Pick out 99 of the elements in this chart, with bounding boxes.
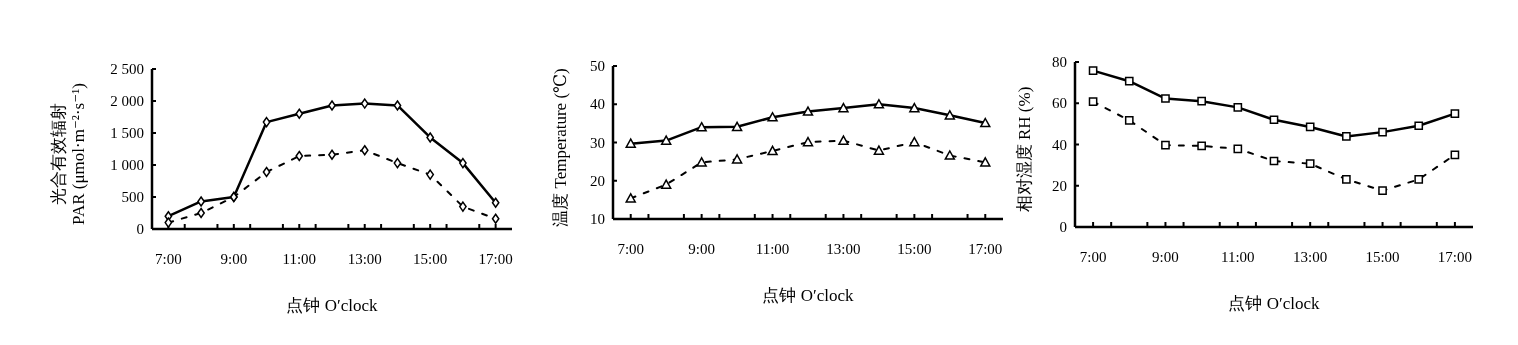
point bbox=[295, 150, 304, 162]
point bbox=[660, 135, 672, 145]
point bbox=[980, 117, 991, 128]
x-tick-label: 9:00 bbox=[1152, 249, 1179, 265]
point bbox=[909, 136, 920, 147]
point bbox=[696, 121, 707, 132]
point bbox=[767, 112, 778, 122]
point bbox=[1124, 116, 1134, 125]
point bbox=[1161, 140, 1170, 150]
point bbox=[838, 135, 849, 145]
point bbox=[944, 150, 956, 160]
point bbox=[625, 138, 636, 148]
point bbox=[1450, 150, 1460, 160]
x-tick-label: 9:00 bbox=[688, 241, 715, 257]
point bbox=[731, 121, 743, 132]
x-axis-title: 点钟 O′clock bbox=[1228, 294, 1321, 313]
point bbox=[1378, 186, 1387, 196]
y-tick-label: 1 500 bbox=[110, 125, 144, 141]
point bbox=[262, 166, 271, 178]
point bbox=[1161, 94, 1170, 103]
y-tick-label: 20 bbox=[590, 172, 605, 189]
x-tick-label: 7:00 bbox=[617, 241, 645, 257]
point bbox=[802, 106, 814, 116]
point bbox=[1088, 97, 1098, 106]
x-tick-label: 15:00 bbox=[413, 251, 448, 267]
y-axis-title: 相对湿度 RH (%) bbox=[1015, 86, 1034, 213]
y-axis-title: 温度 Temperature (℃) bbox=[551, 68, 570, 227]
x-axis-title: 点钟 O′clock bbox=[762, 286, 855, 305]
point bbox=[262, 116, 271, 128]
point bbox=[1414, 175, 1424, 184]
point bbox=[328, 100, 336, 111]
point bbox=[802, 136, 814, 147]
y-tick-label: 20 bbox=[1052, 177, 1067, 194]
y-tick-label: 30 bbox=[590, 134, 605, 151]
point bbox=[873, 145, 885, 155]
point bbox=[1378, 127, 1387, 137]
point bbox=[944, 110, 956, 120]
point bbox=[838, 102, 849, 113]
point bbox=[360, 98, 369, 109]
point bbox=[491, 197, 500, 209]
point bbox=[426, 169, 435, 180]
y-tick-label: 2 000 bbox=[110, 93, 144, 109]
point bbox=[1197, 141, 1206, 151]
x-tick-label: 9:00 bbox=[220, 251, 248, 267]
point bbox=[731, 154, 743, 164]
point bbox=[767, 145, 778, 156]
point bbox=[696, 157, 707, 167]
y-tick-label: 40 bbox=[590, 96, 605, 113]
x-tick-label: 7:00 bbox=[1079, 249, 1107, 265]
point bbox=[873, 99, 885, 109]
point bbox=[197, 196, 205, 207]
point bbox=[1233, 144, 1243, 154]
y-axis-title: 光合有效辐射 PAR (μmol·m⁻²·s⁻¹) bbox=[49, 83, 88, 225]
point bbox=[393, 157, 402, 169]
point bbox=[1269, 115, 1279, 125]
x-tick-label: 11:00 bbox=[755, 241, 790, 257]
y-tick-label: 0 bbox=[1059, 219, 1067, 235]
point bbox=[426, 132, 435, 143]
x-tick-label: 7:00 bbox=[155, 251, 182, 267]
point bbox=[491, 213, 500, 225]
point bbox=[295, 108, 304, 120]
point bbox=[459, 201, 467, 212]
point bbox=[393, 100, 402, 111]
point bbox=[1342, 175, 1351, 184]
y-tick-label: 40 bbox=[1052, 136, 1067, 153]
x-axis-title: 点钟 O′clock bbox=[286, 296, 379, 315]
point bbox=[1305, 122, 1315, 132]
y-tick-label: 500 bbox=[121, 189, 144, 205]
y-tick-label: 80 bbox=[1052, 54, 1067, 70]
x-tick-label: 15:00 bbox=[1365, 249, 1400, 265]
y-tick-label: 50 bbox=[590, 58, 605, 74]
x-tick-label: 17:00 bbox=[1437, 249, 1472, 265]
point bbox=[1414, 121, 1424, 131]
point bbox=[1342, 132, 1351, 141]
point bbox=[909, 102, 920, 113]
x-tick-label: 13:00 bbox=[347, 251, 382, 267]
x-tick-label: 17:00 bbox=[968, 241, 1003, 257]
point bbox=[1088, 66, 1098, 76]
y-tick-label: 0 bbox=[136, 221, 144, 237]
point bbox=[1197, 96, 1206, 106]
y-tick-label: 2 500 bbox=[110, 61, 144, 77]
point bbox=[660, 179, 672, 189]
point bbox=[1305, 159, 1315, 169]
x-tick-label: 13:00 bbox=[826, 241, 861, 257]
point bbox=[164, 217, 173, 228]
point bbox=[625, 193, 636, 203]
y-tick-label: 60 bbox=[1052, 95, 1067, 112]
y-tick-label: 10 bbox=[590, 211, 605, 227]
x-tick-label: 15:00 bbox=[897, 241, 932, 257]
x-tick-label: 13:00 bbox=[1293, 249, 1328, 265]
x-tick-label: 11:00 bbox=[282, 251, 317, 267]
point bbox=[1233, 103, 1243, 112]
x-tick-label: 17:00 bbox=[478, 251, 513, 267]
point bbox=[980, 157, 991, 167]
point bbox=[360, 145, 369, 156]
point bbox=[1450, 109, 1460, 118]
x-tick-label: 11:00 bbox=[1221, 249, 1255, 265]
point bbox=[1124, 76, 1134, 86]
y-tick-label: 1 000 bbox=[110, 157, 144, 173]
